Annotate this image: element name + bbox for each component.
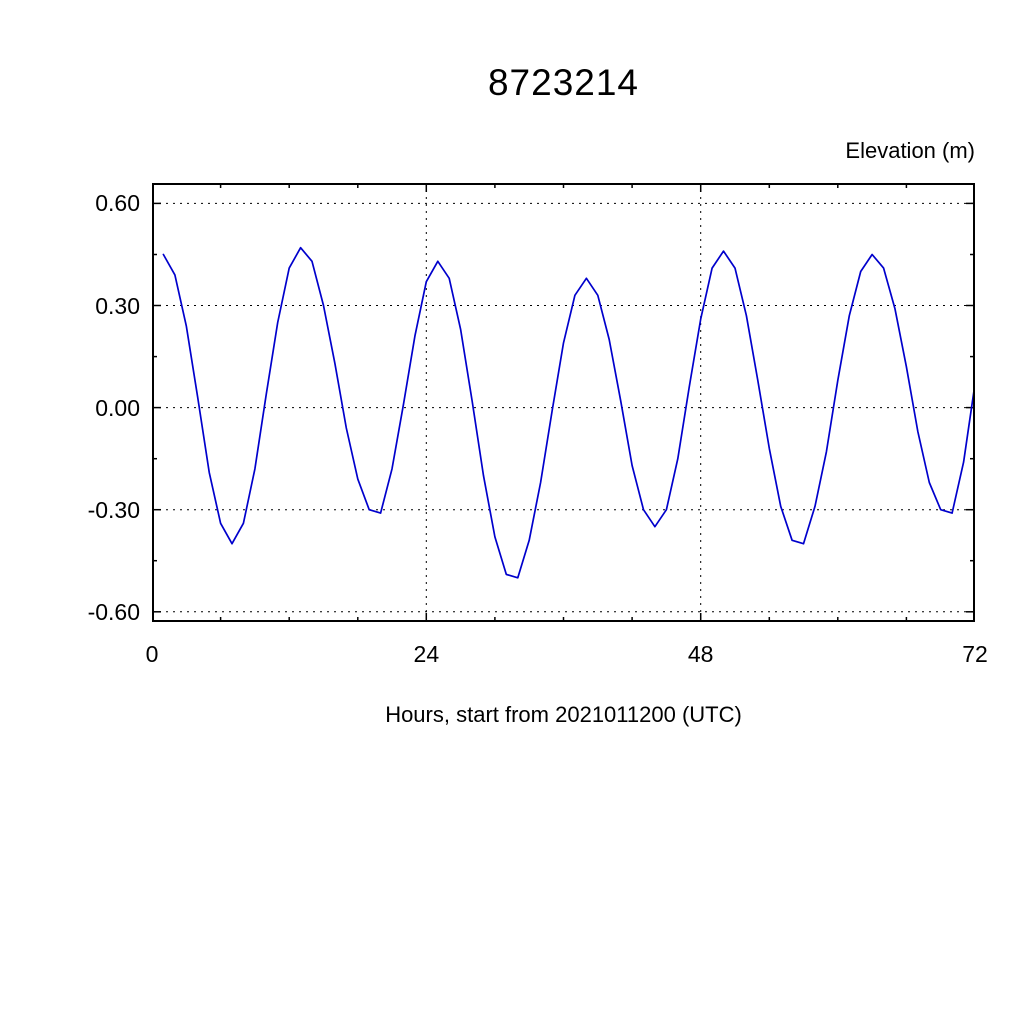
x-tick-label: 0 (145, 641, 159, 667)
x-tick-label: 72 (962, 641, 988, 667)
chart-title: 8723214 (487, 62, 640, 103)
tide-elevation-chart (151, 183, 976, 622)
elevation-series-line (162, 246, 976, 579)
y-axis-title: Elevation (m) (845, 138, 975, 163)
y-tick-label: 0.00 (95, 394, 140, 421)
y-tick-label: 0.60 (95, 190, 140, 217)
plot-area (151, 183, 976, 622)
x-tick-label: 48 (687, 641, 714, 667)
y-tick-label: 0.30 (95, 292, 140, 319)
plot-frame (152, 183, 975, 622)
x-tick-label: 24 (413, 641, 440, 667)
x-axis-title: Hours, start from 2021011200 (UTC) (385, 702, 742, 727)
y-tick-label: -0.30 (87, 496, 140, 523)
y-tick-label: -0.60 (87, 598, 140, 625)
